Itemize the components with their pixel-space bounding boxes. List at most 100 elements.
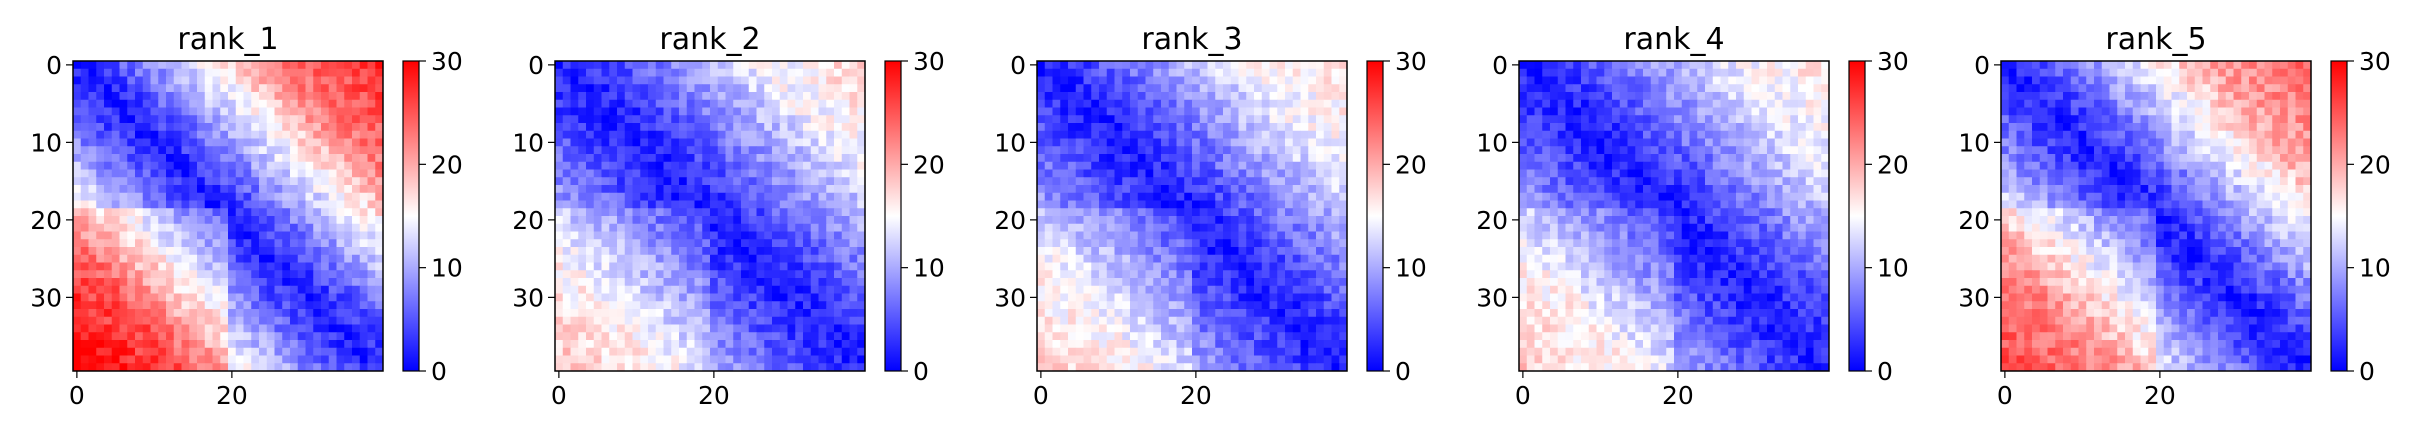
heatmap-cell xyxy=(779,123,788,132)
heatmap-cell xyxy=(1060,107,1069,116)
heatmap-cell xyxy=(80,340,89,349)
heatmap-cell xyxy=(197,270,206,279)
heatmap-cell xyxy=(1246,223,1255,232)
heatmap-cell xyxy=(352,239,361,248)
heatmap-cell xyxy=(328,107,337,116)
heatmap-cell xyxy=(1137,270,1146,279)
heatmap-cell xyxy=(197,99,206,108)
heatmap-cell xyxy=(748,247,757,256)
heatmap-cell xyxy=(127,332,136,341)
heatmap-cell xyxy=(1331,247,1340,256)
heatmap-cell xyxy=(810,115,819,124)
heatmap-cell xyxy=(1300,76,1309,85)
heatmap-cell xyxy=(702,293,711,302)
heatmap-cell xyxy=(748,76,757,85)
heatmap-cell xyxy=(733,216,742,225)
heatmap-cell xyxy=(764,107,773,116)
heatmap-cell xyxy=(655,316,664,325)
heatmap-cell xyxy=(290,92,299,101)
heatmap-cell xyxy=(593,247,602,256)
heatmap-cell xyxy=(609,84,618,93)
heatmap-cell xyxy=(733,332,742,341)
heatmap-cell xyxy=(251,107,260,116)
heatmap-cell xyxy=(570,309,579,318)
heatmap-cell xyxy=(1767,61,1776,70)
heatmap-cell xyxy=(1199,208,1208,217)
heatmap-cell xyxy=(1161,68,1170,77)
heatmap-cell xyxy=(1145,324,1154,333)
heatmap-cell xyxy=(352,92,361,101)
heatmap-cell xyxy=(189,154,198,163)
heatmap-cell xyxy=(1176,99,1185,108)
heatmap-cell xyxy=(1199,200,1208,209)
heatmap-cell xyxy=(336,316,345,325)
heatmap-cell xyxy=(1037,208,1046,217)
heatmap-cell xyxy=(1099,316,1108,325)
heatmap-cell xyxy=(1261,154,1270,163)
heatmap-cell xyxy=(1130,177,1139,186)
heatmap-cell xyxy=(1246,76,1255,85)
heatmap-cell xyxy=(321,324,330,333)
heatmap-cell xyxy=(1091,285,1100,294)
heatmap-cell xyxy=(1192,324,1201,333)
heatmap-cell xyxy=(359,92,368,101)
heatmap-cell xyxy=(88,107,97,116)
heatmap-cell xyxy=(290,61,299,70)
heatmap-cell xyxy=(1207,301,1216,310)
heatmap-cell xyxy=(1254,130,1263,139)
heatmap-cell xyxy=(1044,115,1053,124)
heatmap-cell xyxy=(173,161,182,170)
heatmap-cell xyxy=(119,192,128,201)
heatmap-cell xyxy=(663,161,672,170)
heatmap-cell xyxy=(336,61,345,70)
heatmap-cell xyxy=(624,115,633,124)
heatmap-cell xyxy=(1099,200,1108,209)
heatmap-cell xyxy=(764,347,773,356)
heatmap-cell xyxy=(570,130,579,139)
heatmap-cell xyxy=(764,332,773,341)
heatmap-cell xyxy=(251,270,260,279)
heatmap-cell xyxy=(1339,177,1348,186)
heatmap-cell xyxy=(1099,247,1108,256)
heatmap-cell xyxy=(818,332,827,341)
heatmap-cell xyxy=(841,216,850,225)
heatmap-cell xyxy=(849,161,858,170)
heatmap-cell xyxy=(1083,76,1092,85)
heatmap-cell xyxy=(88,76,97,85)
heatmap-cell xyxy=(593,161,602,170)
heatmap-cell xyxy=(663,169,672,178)
heatmap-cell xyxy=(787,146,796,155)
heatmap-cell xyxy=(251,84,260,93)
heatmap-cell xyxy=(1060,123,1069,132)
heatmap-cell xyxy=(135,301,144,310)
heatmap-cell xyxy=(1705,61,1714,70)
heatmap-cell xyxy=(228,340,237,349)
heatmap-cell xyxy=(181,84,190,93)
heatmap-cell xyxy=(725,285,734,294)
heatmap-cell xyxy=(359,192,368,201)
heatmap-cell xyxy=(733,316,742,325)
heatmap-cell xyxy=(1526,76,1535,85)
heatmap-cell xyxy=(1246,107,1255,116)
heatmap-cell xyxy=(1254,239,1263,248)
heatmap-cell xyxy=(779,68,788,77)
heatmap-cell xyxy=(857,92,866,101)
heatmap-cell xyxy=(1285,301,1294,310)
heatmap-cell xyxy=(1331,161,1340,170)
heatmap-cell xyxy=(562,247,571,256)
heatmap-cell xyxy=(578,363,587,372)
heatmap-cell xyxy=(1199,223,1208,232)
heatmap-cell xyxy=(1044,301,1053,310)
heatmap-cell xyxy=(1114,254,1123,263)
heatmap-cell xyxy=(158,84,167,93)
heatmap-cell xyxy=(772,208,781,217)
heatmap-cell xyxy=(609,130,618,139)
heatmap-cell xyxy=(1207,138,1216,147)
heatmap-cell xyxy=(88,309,97,318)
heatmap-cell xyxy=(1145,316,1154,325)
heatmap-cell xyxy=(694,239,703,248)
heatmap-cell xyxy=(772,239,781,248)
heatmap-cell xyxy=(1037,138,1046,147)
heatmap-cell xyxy=(1269,154,1278,163)
heatmap-cell xyxy=(648,239,657,248)
